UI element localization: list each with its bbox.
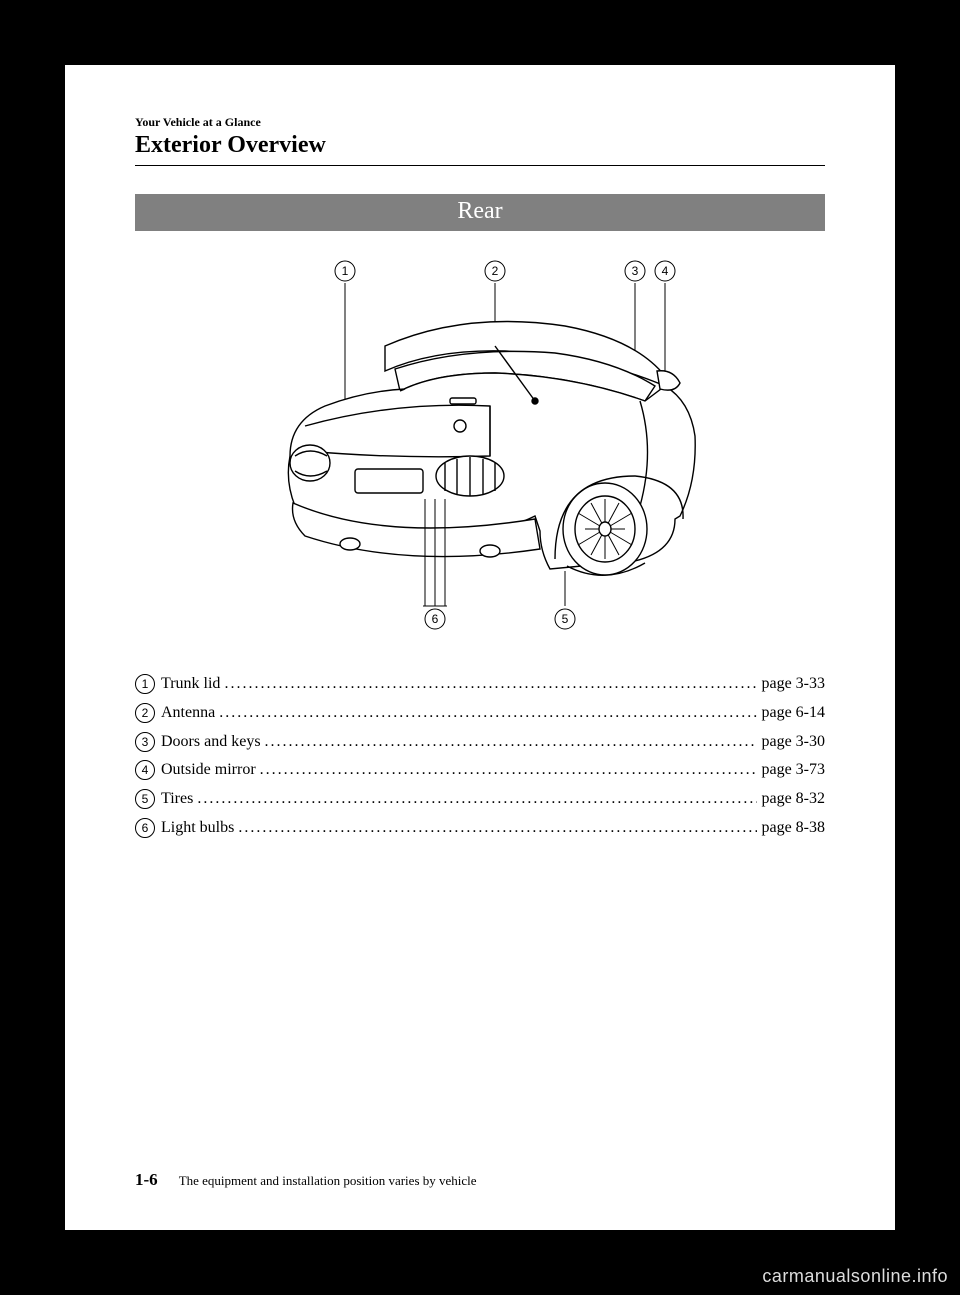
- car-rear-svg: 1 2 3 4: [235, 251, 725, 641]
- reference-list: 1 Trunk lid page 3-33 2 Antenna page 6-1…: [135, 670, 825, 843]
- page-number: 1-6: [135, 1170, 158, 1189]
- callout-5: 5: [562, 612, 569, 626]
- toc-row: 6 Light bulbs page 8-38: [135, 814, 825, 843]
- toc-row: 4 Outside mirror page 3-73: [135, 756, 825, 785]
- toc-num-icon: 4: [135, 760, 155, 780]
- toc-label: Outside mirror: [161, 756, 256, 785]
- toc-row: 2 Antenna page 6-14: [135, 699, 825, 728]
- toc-label: Doors and keys: [161, 728, 261, 757]
- toc-num-icon: 5: [135, 789, 155, 809]
- toc-num-icon: 3: [135, 732, 155, 752]
- toc-row: 5 Tires page 8-32: [135, 785, 825, 814]
- toc-leader-dots: [224, 670, 757, 699]
- toc-leader-dots: [260, 756, 758, 785]
- toc-leader-dots: [265, 728, 758, 757]
- toc-num-icon: 1: [135, 674, 155, 694]
- callout-1: 1: [342, 264, 349, 278]
- toc-num-icon: 2: [135, 703, 155, 723]
- toc-leader-dots: [219, 699, 757, 728]
- toc-page-ref: page 3-30: [761, 728, 825, 757]
- toc-page-ref: page 6-14: [761, 699, 825, 728]
- vehicle-rear-diagram: 1 2 3 4: [135, 251, 825, 646]
- watermark: carmanualsonline.info: [762, 1266, 948, 1287]
- callout-6: 6: [432, 612, 439, 626]
- callout-3: 3: [632, 264, 639, 278]
- section-title: Exterior Overview: [135, 132, 825, 159]
- section-banner: Rear: [135, 194, 825, 231]
- callout-4: 4: [662, 264, 669, 278]
- header-rule: [135, 165, 825, 166]
- footer-note: The equipment and installation position …: [179, 1173, 477, 1188]
- toc-page-ref: page 8-32: [761, 785, 825, 814]
- toc-label: Light bulbs: [161, 814, 234, 843]
- page-footer: 1-6 The equipment and installation posit…: [135, 1170, 825, 1190]
- toc-page-ref: page 3-33: [761, 670, 825, 699]
- toc-label: Antenna: [161, 699, 215, 728]
- toc-num-icon: 6: [135, 818, 155, 838]
- toc-label: Tires: [161, 785, 193, 814]
- toc-page-ref: page 8-38: [761, 814, 825, 843]
- toc-label: Trunk lid: [161, 670, 220, 699]
- toc-leader-dots: [197, 785, 757, 814]
- callout-2: 2: [492, 264, 499, 278]
- toc-row: 3 Doors and keys page 3-30: [135, 728, 825, 757]
- toc-row: 1 Trunk lid page 3-33: [135, 670, 825, 699]
- toc-page-ref: page 3-73: [761, 756, 825, 785]
- chapter-title: Your Vehicle at a Glance: [135, 115, 825, 130]
- toc-leader-dots: [238, 814, 757, 843]
- manual-page: Your Vehicle at a Glance Exterior Overvi…: [65, 65, 895, 1230]
